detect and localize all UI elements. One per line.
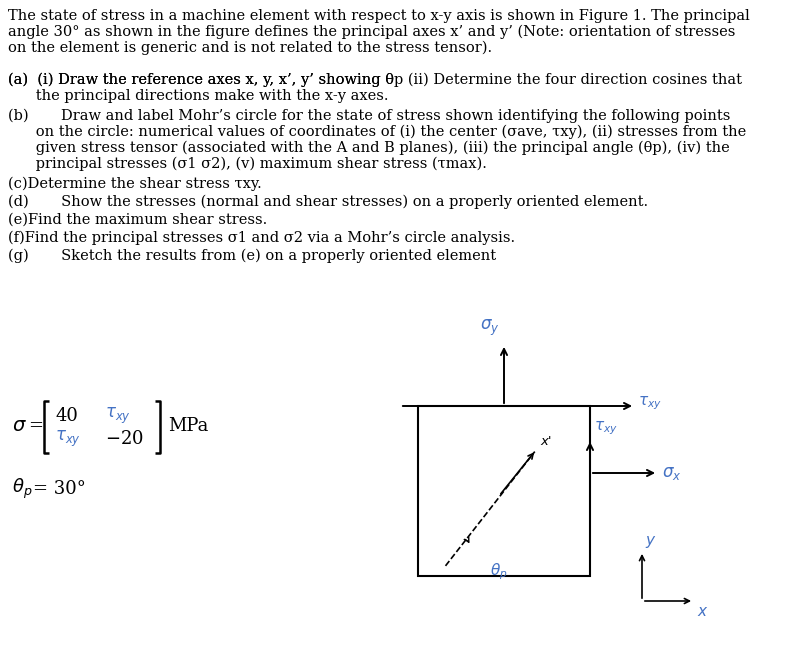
Text: $\theta_p$: $\theta_p$ (12, 477, 32, 501)
Text: (a)  (i) Draw the reference axes x, y, x’, y’ showing θ: (a) (i) Draw the reference axes x, y, x’… (8, 73, 394, 87)
Text: angle 30° as shown in the figure defines the principal axes x’ and y’ (Note: ori: angle 30° as shown in the figure defines… (8, 25, 736, 40)
Text: =: = (28, 417, 43, 435)
Text: MPa: MPa (168, 417, 208, 435)
Text: given stress tensor (associated with the A and B planes), (iii) the principal an: given stress tensor (associated with the… (8, 141, 730, 156)
Text: $\tau_{xy}$: $\tau_{xy}$ (594, 419, 618, 437)
Text: $\tau_{xy}$: $\tau_{xy}$ (55, 429, 81, 449)
Text: y: y (645, 533, 654, 548)
Bar (418, 406, 590, 576)
Text: $-$20: $-$20 (105, 430, 144, 448)
Text: $\sigma_x$: $\sigma_x$ (662, 464, 681, 482)
Text: $\sigma$: $\sigma$ (12, 417, 27, 435)
Text: x': x' (540, 435, 552, 448)
Text: = 30°: = 30° (33, 480, 86, 498)
Text: (g)       Sketch the results from (e) on a properly oriented element: (g) Sketch the results from (e) on a pro… (8, 249, 496, 264)
Text: (d)       Show the stresses (normal and shear stresses) on a properly oriented e: (d) Show the stresses (normal and shear … (8, 195, 648, 209)
Text: 40: 40 (55, 407, 78, 425)
Text: (e)Find the maximum shear stress.: (e)Find the maximum shear stress. (8, 213, 267, 227)
Text: (f)Find the principal stresses σ1 and σ2 via a Mohr’s circle analysis.: (f)Find the principal stresses σ1 and σ2… (8, 231, 515, 246)
Text: on the circle: numerical values of coordinates of (i) the center (σave, τxy), (i: on the circle: numerical values of coord… (8, 125, 747, 140)
Text: the principal directions make with the x-y axes.: the principal directions make with the x… (8, 89, 389, 103)
Text: $\tau_{xy}$: $\tau_{xy}$ (105, 406, 131, 426)
Text: $\theta_p$: $\theta_p$ (490, 561, 508, 582)
Text: principal stresses (σ1 σ2), (v) maximum shear stress (τmax).: principal stresses (σ1 σ2), (v) maximum … (8, 157, 487, 171)
Text: on the element is generic and is not related to the stress tensor).: on the element is generic and is not rel… (8, 41, 492, 56)
Text: The state of stress in a machine element with respect to x-y axis is shown in Fi: The state of stress in a machine element… (8, 9, 750, 23)
Text: (a)  (i) Draw the reference axes x, y, x’, y’ showing θp (ii) Determine the four: (a) (i) Draw the reference axes x, y, x’… (8, 73, 742, 87)
Text: $\tau_{xy}$: $\tau_{xy}$ (638, 394, 662, 412)
Text: (c)Determine the shear stress τxy.: (c)Determine the shear stress τxy. (8, 177, 261, 191)
Text: (b)       Draw and label Mohr’s circle for the state of stress shown identifying: (b) Draw and label Mohr’s circle for the… (8, 109, 730, 123)
Text: $\sigma_y$: $\sigma_y$ (480, 318, 500, 338)
Text: x: x (697, 604, 706, 619)
